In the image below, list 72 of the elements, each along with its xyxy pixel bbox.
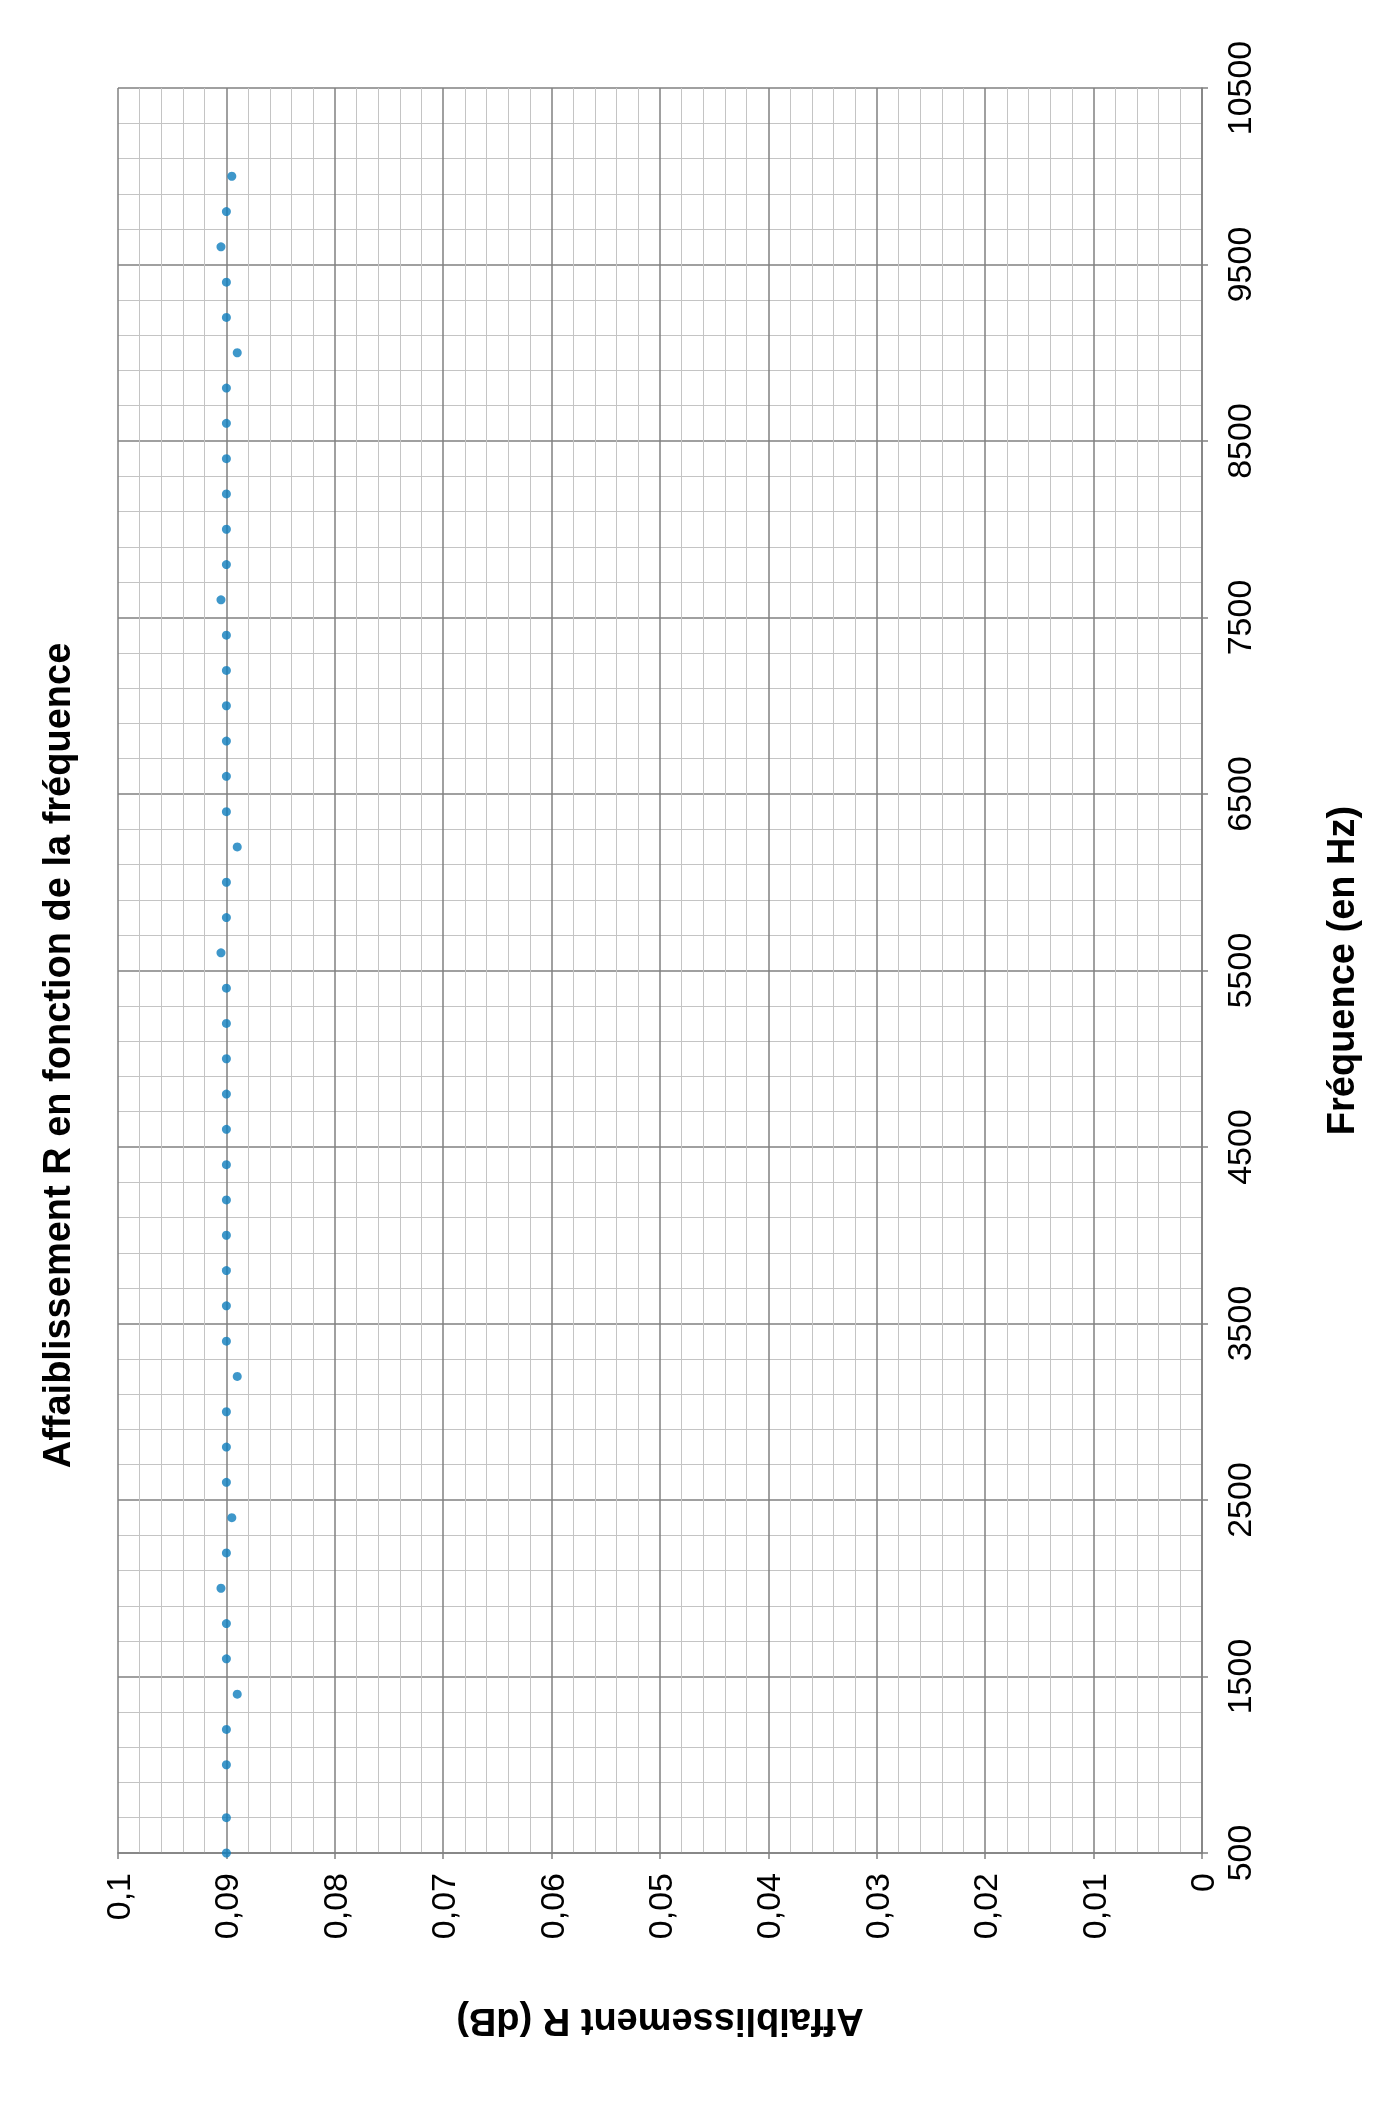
point bbox=[227, 1513, 237, 1523]
point bbox=[221, 277, 231, 287]
x-tick-label: 0,1 bbox=[99, 1873, 137, 1921]
point bbox=[221, 418, 231, 428]
point bbox=[221, 736, 231, 746]
y-tick-label: 500 bbox=[1220, 1824, 1258, 1882]
x-tick-label: 0,01 bbox=[1074, 1873, 1113, 1940]
point bbox=[232, 1371, 242, 1381]
point bbox=[221, 1619, 231, 1629]
x-tick-label: 0,04 bbox=[749, 1873, 788, 1940]
point bbox=[221, 383, 231, 393]
point bbox=[221, 1230, 231, 1240]
point bbox=[221, 1266, 231, 1276]
text: Affaiblissement R en fonction de la fréquence bbox=[36, 642, 78, 1469]
point bbox=[221, 1407, 231, 1417]
x-axis-title: Affaiblissement R (dB) bbox=[456, 2001, 864, 2043]
y-axis-title: Fréquence (en Hz) bbox=[1320, 805, 1362, 1136]
point bbox=[221, 1654, 231, 1664]
point bbox=[221, 771, 231, 781]
point bbox=[221, 1160, 231, 1170]
y-tick-label: 8500 bbox=[1220, 403, 1258, 479]
y-tick-label: 9500 bbox=[1220, 226, 1258, 303]
point bbox=[221, 1195, 231, 1205]
x-tick-label: 0,08 bbox=[315, 1873, 354, 1940]
x-tick-label: 0,07 bbox=[424, 1873, 463, 1940]
point bbox=[221, 913, 231, 923]
point bbox=[221, 1442, 231, 1452]
point bbox=[221, 877, 231, 887]
point bbox=[216, 948, 226, 958]
x-tick-label: 0,06 bbox=[532, 1873, 571, 1940]
x-tick-label: 0,03 bbox=[857, 1873, 896, 1940]
point bbox=[221, 1301, 231, 1311]
y-tick-label: 2500 bbox=[1220, 1462, 1258, 1538]
x-tick-label: 0,09 bbox=[207, 1873, 246, 1940]
point bbox=[221, 312, 231, 322]
x-tick-label: 0,05 bbox=[641, 1873, 679, 1940]
point bbox=[221, 1724, 231, 1734]
y-tick-label: 6500 bbox=[1220, 756, 1258, 832]
y-tick-label: 1500 bbox=[1220, 1638, 1258, 1715]
point bbox=[221, 454, 231, 464]
point bbox=[232, 842, 242, 852]
point bbox=[221, 665, 231, 675]
point bbox=[221, 1477, 231, 1487]
point bbox=[227, 171, 237, 181]
point bbox=[232, 348, 242, 358]
point bbox=[221, 560, 231, 570]
point bbox=[232, 1689, 242, 1699]
point bbox=[221, 207, 231, 217]
x-tick-label: 0,02 bbox=[966, 1873, 1005, 1940]
point bbox=[221, 1018, 231, 1028]
point bbox=[221, 1813, 231, 1823]
y-tick-label: 3500 bbox=[1220, 1285, 1258, 1362]
y-tick-label: 7500 bbox=[1220, 579, 1258, 656]
point bbox=[221, 701, 231, 711]
point bbox=[221, 524, 231, 534]
point bbox=[221, 1336, 231, 1346]
point bbox=[221, 1760, 231, 1770]
point bbox=[216, 1583, 226, 1593]
point bbox=[221, 1054, 231, 1064]
point bbox=[221, 1124, 231, 1134]
point bbox=[221, 1089, 231, 1099]
y-tick-label: 4500 bbox=[1220, 1109, 1258, 1185]
point bbox=[221, 983, 231, 993]
point bbox=[221, 489, 231, 499]
point bbox=[216, 242, 226, 252]
y-tick-label: 10500 bbox=[1220, 40, 1258, 136]
point bbox=[216, 595, 226, 605]
point bbox=[221, 630, 231, 640]
point bbox=[221, 1548, 231, 1558]
x-tick-label: 0 bbox=[1183, 1873, 1221, 1892]
y-tick-label: 5500 bbox=[1220, 932, 1258, 1009]
point bbox=[221, 807, 231, 817]
